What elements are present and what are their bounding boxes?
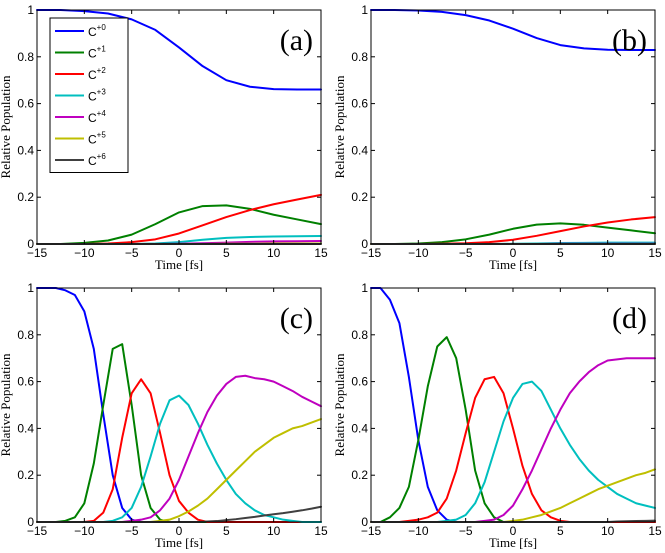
y-tick-label-c-2: 0.4 bbox=[17, 421, 34, 435]
x-tick-label-b-3: 0 bbox=[510, 246, 517, 260]
y-tick-label-d-5: 1 bbox=[361, 281, 368, 295]
y-tick-label-a-5: 1 bbox=[27, 3, 34, 17]
y-tick-label-c-5: 1 bbox=[27, 281, 34, 295]
y-axis-label-d: Relative Population bbox=[332, 353, 347, 456]
panel-label-a: (a) bbox=[280, 24, 313, 57]
x-axis-label-b: Time [fs] bbox=[489, 257, 537, 272]
x-tick-label-c-0: −15 bbox=[27, 524, 48, 538]
x-axis-label-c: Time [fs] bbox=[155, 535, 203, 550]
y-tick-label-a-3: 0.6 bbox=[17, 97, 34, 111]
panel-label-b: (b) bbox=[612, 24, 647, 57]
y-tick-label-b-5: 1 bbox=[361, 3, 368, 17]
y-tick-label-c-1: 0.2 bbox=[17, 468, 34, 482]
x-tick-label-a-0: −15 bbox=[27, 246, 48, 260]
y-tick-label-c-3: 0.6 bbox=[17, 375, 34, 389]
panel-c: −15 −10 −5 0 5 10 15 0 0.2 0.4 0.6 0.8 1 Time [fs] Rel… bbox=[0, 281, 328, 550]
y-tick-label-a-4: 0.8 bbox=[17, 50, 34, 64]
y-tick-label-a-1: 0.2 bbox=[17, 190, 34, 204]
x-tick-label-d-5: 10 bbox=[601, 524, 615, 538]
y-tick-label-d-0: 0 bbox=[361, 515, 368, 529]
x-tick-label-a-6: 15 bbox=[314, 246, 328, 260]
x-tick-label-a-4: 5 bbox=[223, 246, 230, 260]
y-tick-label-d-1: 0.2 bbox=[351, 468, 368, 482]
x-tick-label-a-2: −5 bbox=[125, 246, 139, 260]
legend-label-c5: C+5 bbox=[88, 131, 106, 147]
y-tick-label-d-3: 0.6 bbox=[351, 375, 368, 389]
x-tick-label-d-0: −15 bbox=[361, 524, 382, 538]
x-tick-label-b-6: 15 bbox=[648, 246, 662, 260]
y-tick-label-b-4: 0.8 bbox=[351, 50, 368, 64]
panel-a: −15 −10 −5 0 5 10 15 0 0.2 0.4 0.6 0.8 1 Time [fs] Rel… bbox=[0, 3, 328, 272]
y-tick-label-a-2: 0.4 bbox=[17, 143, 34, 157]
x-tick-label-c-6: 15 bbox=[314, 524, 328, 538]
panel-d: −15 −10 −5 0 5 10 15 0 0.2 0.4 0.6 0.8 1 Time [fs] Rel… bbox=[332, 281, 662, 550]
x-tick-label-c-2: −5 bbox=[125, 524, 139, 538]
x-tick-label-b-0: −15 bbox=[361, 246, 382, 260]
x-tick-label-a-3: 0 bbox=[176, 246, 183, 260]
legend-label-c1: C+1 bbox=[88, 45, 106, 61]
x-tick-label-c-1: −10 bbox=[74, 524, 95, 538]
y-tick-label-d-2: 0.4 bbox=[351, 421, 368, 435]
legend-label-c0: C+0 bbox=[88, 23, 106, 39]
x-tick-label-d-6: 15 bbox=[648, 524, 662, 538]
y-tick-label-d-4: 0.8 bbox=[351, 328, 368, 342]
panel-b: −15 −10 −5 0 5 10 15 0 0.2 0.4 0.6 0.8 1 Time [fs] Rel… bbox=[332, 3, 662, 272]
legend-label-c2: C+2 bbox=[88, 66, 106, 82]
x-axis-label-a: Time [fs] bbox=[155, 257, 203, 272]
x-tick-label-a-5: 10 bbox=[267, 246, 281, 260]
x-tick-label-b-5: 10 bbox=[601, 246, 615, 260]
x-tick-label-c-4: 5 bbox=[223, 524, 230, 538]
legend-label-c3: C+3 bbox=[88, 88, 106, 104]
x-tick-label-b-4: 5 bbox=[557, 246, 564, 260]
y-tick-label-b-1: 0.2 bbox=[351, 190, 368, 204]
x-tick-label-d-3: 0 bbox=[510, 524, 517, 538]
legend-label-c6: C+6 bbox=[88, 152, 106, 168]
x-tick-label-a-1: −10 bbox=[74, 246, 95, 260]
legend: C+0 C+1 C+2 C+3 C+4 C+5 C+6 bbox=[49, 17, 129, 173]
plot-area-c bbox=[37, 288, 321, 522]
x-tick-label-d-4: 5 bbox=[557, 524, 564, 538]
panel-label-c: (c) bbox=[280, 302, 313, 335]
y-tick-label-b-2: 0.4 bbox=[351, 143, 368, 157]
x-axis-label-d: Time [fs] bbox=[489, 535, 537, 550]
x-tick-label-b-1: −10 bbox=[408, 246, 429, 260]
panel-label-d: (d) bbox=[612, 302, 647, 335]
y-axis-label-c: Relative Population bbox=[0, 353, 13, 456]
y-tick-label-c-4: 0.8 bbox=[17, 328, 34, 342]
y-tick-label-a-0: 0 bbox=[27, 237, 34, 251]
y-axis-label-b: Relative Population bbox=[332, 75, 347, 178]
y-tick-label-b-3: 0.6 bbox=[351, 97, 368, 111]
x-tick-label-d-2: −5 bbox=[459, 524, 473, 538]
x-tick-label-b-2: −5 bbox=[459, 246, 473, 260]
plot-area-d bbox=[371, 288, 655, 522]
x-tick-label-d-1: −10 bbox=[408, 524, 429, 538]
x-tick-label-c-5: 10 bbox=[267, 524, 281, 538]
y-tick-label-c-0: 0 bbox=[27, 515, 34, 529]
x-tick-label-c-3: 0 bbox=[176, 524, 183, 538]
legend-label-c4: C+4 bbox=[88, 109, 106, 125]
y-axis-label-a: Relative Population bbox=[0, 75, 13, 178]
y-tick-label-b-0: 0 bbox=[361, 237, 368, 251]
